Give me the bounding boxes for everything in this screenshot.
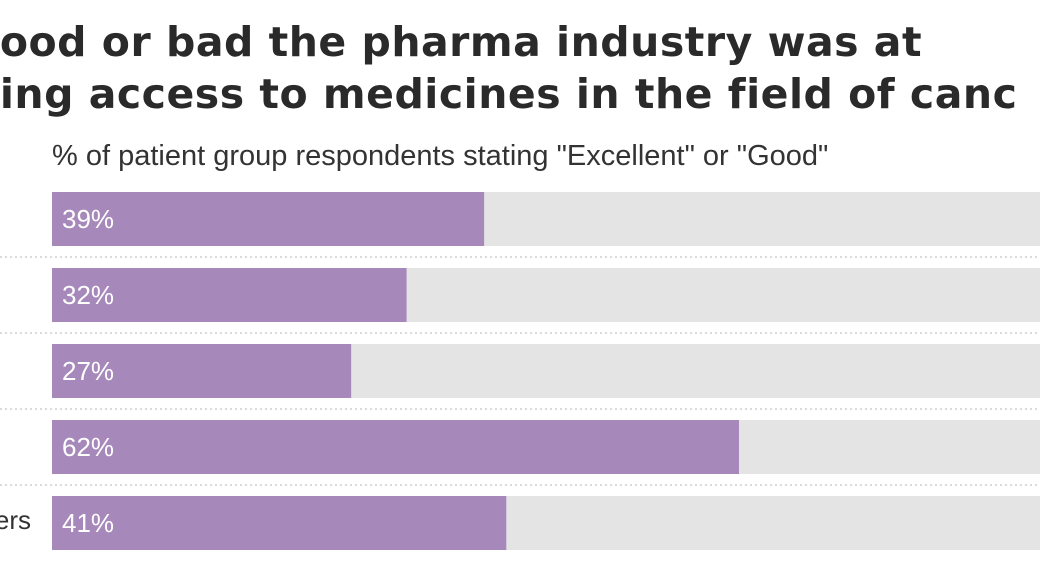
bar — [52, 268, 407, 322]
category-label: ers — [0, 505, 31, 535]
chart-title-line-1: good or bad the pharma industry was at — [0, 18, 923, 66]
bar — [52, 420, 739, 474]
bar — [52, 496, 507, 550]
bar-value-label: 27% — [62, 356, 114, 386]
bar — [52, 192, 485, 246]
bar-value-label: 32% — [62, 280, 114, 310]
chart-title: good or bad the pharma industry was at d… — [0, 16, 1017, 120]
chart-subtitle: % of patient group respondents stating "… — [52, 140, 829, 172]
chart-title-line-2: ding access to medicines in the field of… — [0, 70, 1018, 118]
bar — [52, 344, 352, 398]
bar-value-label: 39% — [62, 204, 114, 234]
bar-value-label: 62% — [62, 432, 114, 462]
bar-value-label: 41% — [62, 508, 114, 538]
